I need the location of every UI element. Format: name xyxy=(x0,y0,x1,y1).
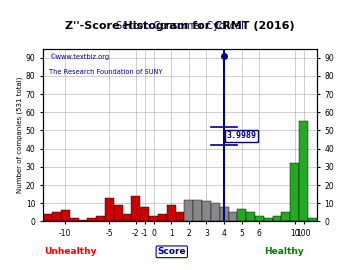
Bar xyxy=(87,218,96,221)
Text: Sector: Consumer Cyclical: Sector: Consumer Cyclical xyxy=(116,21,244,31)
Bar xyxy=(237,209,246,221)
Bar xyxy=(70,218,78,221)
Bar xyxy=(220,207,229,221)
Bar xyxy=(123,214,131,221)
Bar xyxy=(229,212,237,221)
Bar xyxy=(246,212,255,221)
Bar xyxy=(61,211,70,221)
Text: ©www.textbiz.org: ©www.textbiz.org xyxy=(49,54,109,60)
Bar xyxy=(96,216,105,221)
Text: 3.9989: 3.9989 xyxy=(227,131,257,140)
Bar xyxy=(202,201,211,221)
Bar xyxy=(105,198,114,221)
Text: The Research Foundation of SUNY: The Research Foundation of SUNY xyxy=(49,69,162,75)
Bar xyxy=(114,205,123,221)
Bar xyxy=(255,216,264,221)
Text: Score: Score xyxy=(157,247,186,256)
Bar xyxy=(299,121,308,221)
Bar xyxy=(273,216,282,221)
Bar xyxy=(149,216,158,221)
Bar xyxy=(308,218,317,221)
Text: Healthy: Healthy xyxy=(264,247,304,256)
Bar xyxy=(78,220,87,221)
Bar xyxy=(184,200,193,221)
Bar xyxy=(290,163,299,221)
Bar xyxy=(282,212,290,221)
Y-axis label: Number of companies (531 total): Number of companies (531 total) xyxy=(17,77,23,193)
Bar xyxy=(264,218,273,221)
Bar xyxy=(167,205,176,221)
Bar xyxy=(131,196,140,221)
Title: Z''-Score Histogram for CRMT (2016): Z''-Score Histogram for CRMT (2016) xyxy=(65,21,295,31)
Bar xyxy=(52,212,61,221)
Bar xyxy=(140,207,149,221)
Bar xyxy=(158,214,167,221)
Bar xyxy=(193,200,202,221)
Bar xyxy=(176,212,184,221)
Bar xyxy=(211,203,220,221)
Text: Unhealthy: Unhealthy xyxy=(44,247,97,256)
Bar xyxy=(43,214,52,221)
